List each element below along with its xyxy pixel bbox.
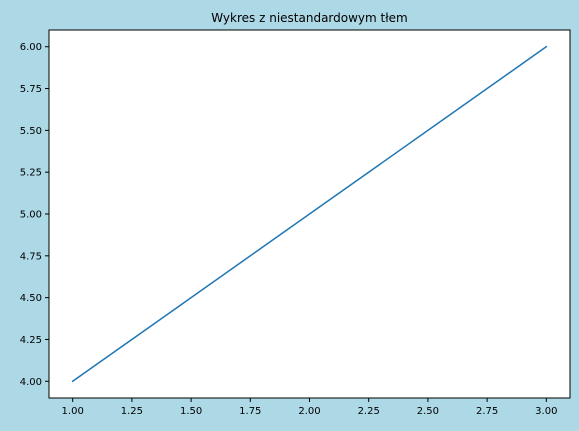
x-tick-label: 1.50 <box>180 406 202 417</box>
x-tick-label: 3.00 <box>535 406 557 417</box>
y-tick-label: 5.00 <box>20 210 42 221</box>
x-tick-label: 1.75 <box>239 406 261 417</box>
series-layer <box>71 45 548 383</box>
y-tick-label: 4.00 <box>20 377 42 388</box>
series-line <box>71 45 548 383</box>
y-tick-label: 4.25 <box>20 335 42 346</box>
y-tick-label: 4.75 <box>20 251 42 262</box>
x-tick-label: 2.75 <box>476 406 498 417</box>
chart-title: Wykres z niestandardowym tłem <box>211 11 407 25</box>
plot-frame <box>48 29 571 399</box>
y-axis: 4.00 4.25 4.50 4.75 5.00 5.25 5.50 5.75 6.00 <box>20 42 49 388</box>
x-tick-label: 2.25 <box>358 406 380 417</box>
x-tick-label: 2.50 <box>417 406 439 417</box>
y-tick-label: 6.00 <box>20 42 42 53</box>
x-tick-label: 2.00 <box>298 406 320 417</box>
y-tick-label: 5.75 <box>20 84 42 95</box>
x-tick-label: 1.25 <box>121 406 143 417</box>
y-tick-label: 5.50 <box>20 126 42 137</box>
y-tick-label: 5.25 <box>20 168 42 179</box>
x-tick-label: 1.00 <box>62 406 84 417</box>
x-axis: 1.00 1.25 1.50 1.75 2.00 2.25 2.50 2.75 3.00 <box>62 398 557 417</box>
y-tick-label: 4.50 <box>20 293 42 304</box>
